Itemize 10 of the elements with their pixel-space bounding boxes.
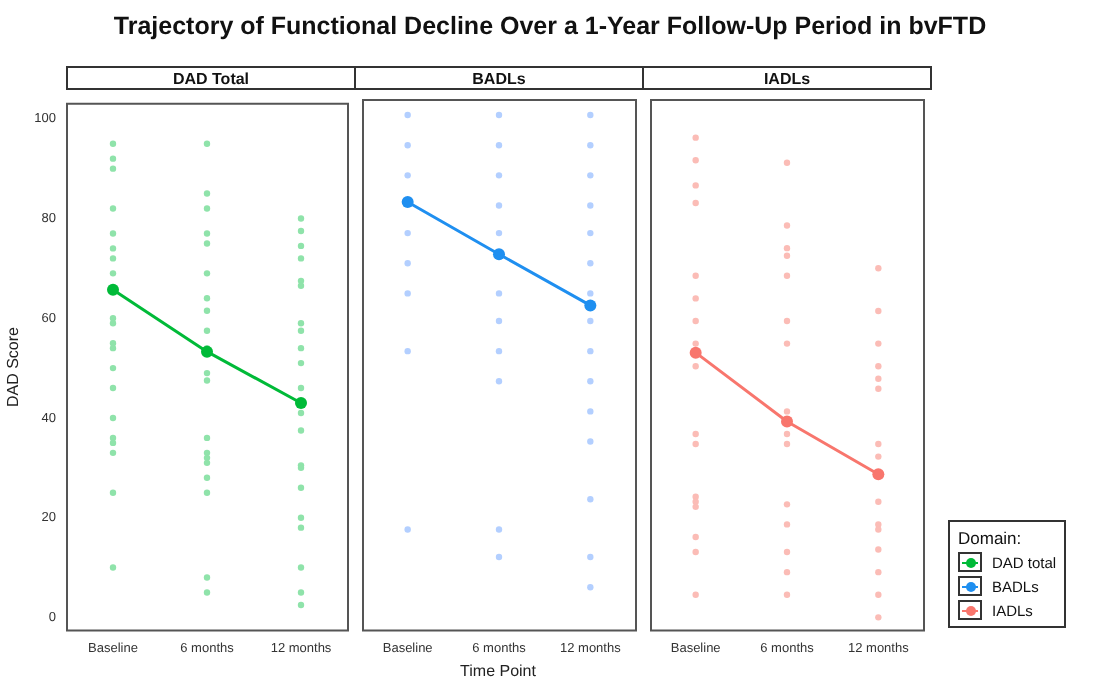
- chart-subtitle: BADLs: [354, 66, 644, 90]
- chart-subtitle: DAD Total: [66, 66, 356, 90]
- legend-title: Domain:: [958, 528, 1024, 548]
- text: Trajectory of Functional Decline Over a 1-Year Follow-Up Period in bvFTD: [111, 12, 989, 40]
- point: [201, 345, 213, 358]
- point: [295, 397, 307, 410]
- point: [107, 283, 119, 296]
- y-axis-title: DAD Score: [4, 325, 23, 408]
- x-axis-title: Time Point: [458, 662, 538, 680]
- chart-subtitle: IADLs: [642, 66, 932, 90]
